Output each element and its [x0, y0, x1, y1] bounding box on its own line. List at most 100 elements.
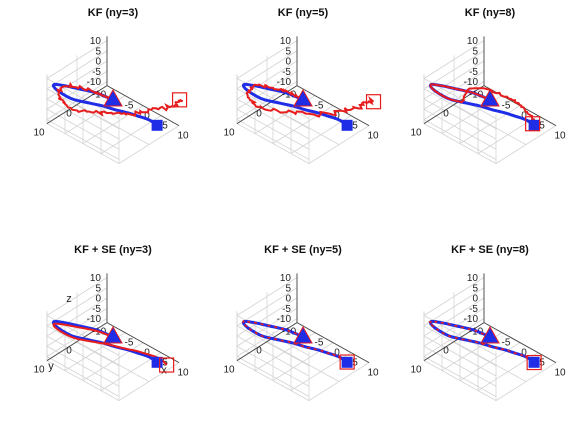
z-tick-label: -10: [464, 314, 479, 325]
z-tick-label: -10: [277, 314, 292, 325]
grid-line: [46, 277, 108, 316]
z-tick-label: 5: [95, 283, 101, 294]
grid-line: [236, 119, 310, 160]
start-marker: [480, 325, 500, 344]
x-tick-label: 5: [162, 121, 168, 132]
grid-line: [423, 287, 485, 327]
truth-end-marker: [341, 119, 353, 131]
grid-line: [423, 119, 497, 160]
z-tick-label: 10: [280, 36, 292, 47]
truth-trajectory-line: [241, 82, 349, 127]
x-tick-label: 10: [554, 131, 566, 142]
truth-end-marker: [341, 356, 353, 368]
grid-line: [236, 325, 310, 367]
x-axis-line: [106, 322, 180, 363]
grid-line: [423, 60, 485, 100]
x-tick-label: -5: [315, 338, 324, 349]
grid-line: [46, 70, 108, 110]
x-axis-line: [106, 85, 180, 126]
estimate-trajectory-line: [428, 320, 535, 364]
truth-end-marker: [151, 119, 163, 131]
grid-line: [236, 98, 310, 140]
estimate-end-marker: [159, 357, 175, 373]
x-tick-label: 5: [352, 121, 358, 132]
panel-title: KF + SE (ny=3): [74, 244, 152, 256]
panel-title: KF (ny=8): [465, 7, 516, 19]
z-tick-label: 0: [285, 294, 291, 305]
truth-trajectory-line: [51, 319, 159, 364]
z-tick-label: 5: [95, 46, 101, 57]
estimate-end-marker: [526, 354, 542, 371]
grid-line: [423, 356, 497, 397]
grid-line: [423, 325, 497, 367]
y-tick-label: 10: [410, 365, 422, 376]
x-tick-label: 0: [521, 348, 527, 359]
x-tick-label: 5: [539, 358, 545, 369]
estimate-trajectory-line: [242, 320, 350, 364]
estimate-trajectory-line: [429, 83, 538, 128]
z-tick-label: -5: [282, 304, 291, 315]
z-tick-label: 5: [285, 283, 291, 294]
panel-title: KF + SE (ny=5): [264, 244, 342, 256]
z-tick-label: 5: [285, 46, 291, 57]
x-tick-label: -5: [502, 338, 511, 349]
x-axis-label: x: [161, 365, 167, 377]
x-axis-line: [296, 85, 370, 126]
z-tick-label: -5: [469, 67, 478, 78]
start-marker: [293, 88, 313, 107]
z-tick-label: 5: [472, 46, 478, 57]
grid-line: [46, 40, 108, 79]
panel-title: KF (ny=5): [278, 7, 329, 19]
estimate-end-marker: [365, 94, 382, 110]
grid-line: [236, 40, 298, 79]
truth-end-marker: [528, 356, 540, 368]
grid-line: [236, 70, 298, 110]
z-tick-label: 10: [467, 36, 479, 47]
x-tick-label: -5: [315, 101, 324, 112]
z-tick-label: 10: [467, 273, 479, 284]
y-tick-label: 10: [223, 128, 235, 139]
grid-line: [46, 335, 120, 377]
grid-line: [423, 40, 485, 79]
estimate-trajectory-line: [245, 83, 375, 118]
x-tick-label: 10: [554, 368, 566, 379]
z-tick-label: -10: [87, 77, 102, 88]
grid-line: [423, 307, 485, 347]
y-tick-label: 0: [66, 346, 72, 357]
z-tick-label: -5: [92, 304, 101, 315]
grid-line: [266, 341, 340, 382]
grid-line: [76, 341, 150, 382]
truth-trajectory-line: [241, 319, 349, 364]
z-tick-label: -10: [464, 77, 479, 88]
y-tick-label: 10: [33, 365, 45, 376]
z-tick-label: 0: [285, 57, 291, 68]
x-axis-line: [296, 322, 370, 363]
x-tick-label: 10: [367, 131, 379, 142]
grid-line: [46, 60, 108, 100]
z-tick-label: 0: [472, 57, 478, 68]
grid-line: [236, 297, 298, 337]
y-tick-label: 10: [410, 128, 422, 139]
x-tick-label: 5: [539, 121, 545, 132]
estimate-end-marker: [339, 354, 355, 370]
panel-title: KF (ny=3): [88, 7, 139, 19]
x-tick-label: -5: [125, 101, 134, 112]
grid-line: [423, 335, 497, 377]
y-tick-label: 0: [66, 109, 72, 120]
grid-line: [236, 307, 298, 347]
z-tick-label: -5: [282, 67, 291, 78]
grid-line: [46, 119, 120, 160]
grid-line: [236, 356, 310, 397]
x-tick-label: 10: [177, 131, 189, 142]
z-tick-label: 10: [280, 273, 292, 284]
x-axis-line: [483, 322, 557, 363]
grid-line: [236, 277, 298, 316]
x-tick-label: 0: [144, 111, 150, 122]
x-tick-label: 10: [177, 368, 189, 379]
grid-line: [46, 325, 120, 367]
x-tick-label: 0: [334, 348, 340, 359]
